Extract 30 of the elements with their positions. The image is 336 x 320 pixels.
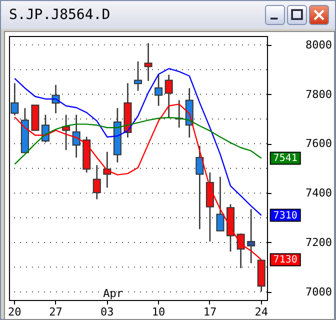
x-tick-label: 10 <box>152 306 166 318</box>
y-tick-label: 8000 <box>306 38 332 52</box>
y-tick-label: 7000 <box>306 285 332 298</box>
data-label: 7541 <box>273 153 298 164</box>
candlestick <box>154 74 163 107</box>
y-tick-label: 7800 <box>306 88 332 101</box>
candlestick <box>62 114 70 151</box>
y-tick-label: 7200 <box>306 236 332 249</box>
candlestick <box>247 208 256 264</box>
candlestick <box>164 74 173 119</box>
y-tick-label: 7400 <box>306 186 332 200</box>
x-tick-label: 17 <box>203 306 217 318</box>
candlestick <box>10 82 19 116</box>
line-series <box>14 116 262 165</box>
candlestick <box>216 176 224 232</box>
chart-title: S.JP.J8564.D <box>9 7 110 23</box>
y-tick-label: 7600 <box>306 137 332 150</box>
candlestick <box>92 164 101 200</box>
candlestick <box>144 42 152 82</box>
candlestick <box>103 151 112 188</box>
x-tick-label: 24 <box>254 306 268 318</box>
candlestick <box>196 145 204 230</box>
candlestick <box>134 60 142 92</box>
x-tick-label: 20 <box>8 306 22 318</box>
data-label: 7130 <box>273 254 298 266</box>
x-tick-label: 27 <box>49 306 62 318</box>
x-tick-label: 03 <box>100 306 114 318</box>
annotation: Apr <box>103 287 124 300</box>
data-label: 7310 <box>273 210 298 222</box>
line-series <box>14 68 262 216</box>
